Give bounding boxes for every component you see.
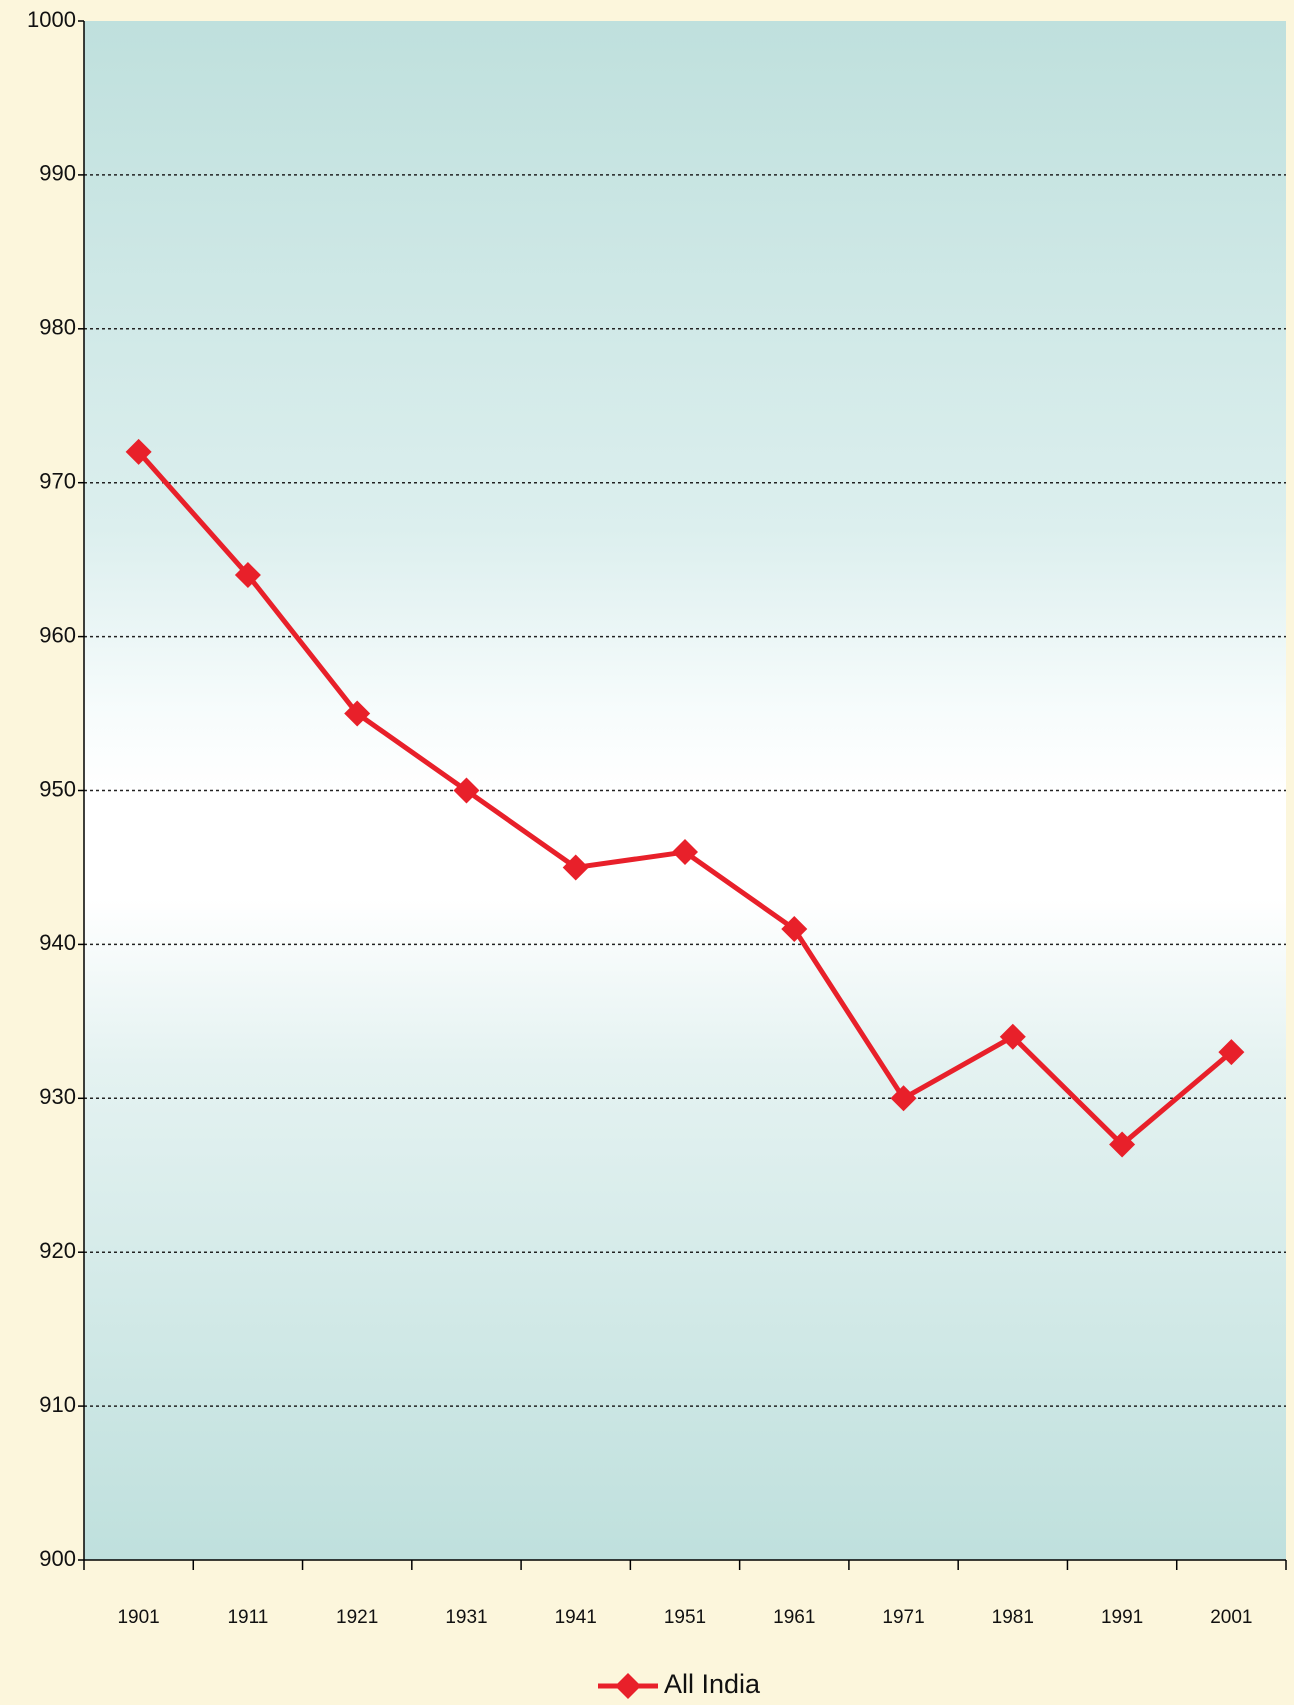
y-tick-label: 980 — [39, 315, 76, 340]
legend-marker — [615, 1673, 641, 1699]
marker — [672, 839, 698, 866]
marker — [999, 1023, 1026, 1050]
legend-label: All India — [664, 1669, 761, 1699]
marker — [890, 1085, 917, 1112]
y-tick-label: 990 — [39, 161, 76, 186]
y-tick-label: 920 — [39, 1238, 76, 1263]
x-tick-label: 1971 — [882, 1607, 924, 1628]
marker — [1109, 1131, 1136, 1158]
marker — [234, 562, 261, 589]
marker — [1218, 1039, 1245, 1066]
x-tick-label: 1911 — [227, 1607, 268, 1628]
x-tick-label: 1901 — [117, 1607, 159, 1628]
y-tick-label: 910 — [39, 1392, 76, 1417]
legend: All India — [598, 1669, 761, 1699]
marker — [344, 700, 371, 727]
marker — [453, 777, 480, 804]
x-tick-label: 1931 — [445, 1607, 487, 1628]
y-tick-label: 960 — [39, 622, 76, 647]
x-tick-label: 1921 — [336, 1607, 378, 1628]
y-tick-label: 900 — [39, 1546, 76, 1571]
marker — [781, 916, 808, 943]
x-tick-label: 2001 — [1210, 1607, 1252, 1628]
x-tick-label: 1961 — [773, 1607, 815, 1628]
x-tick-label: 1981 — [992, 1607, 1034, 1628]
y-tick-label: 950 — [39, 776, 76, 801]
marker — [125, 438, 152, 465]
y-tick-label: 1000 — [27, 7, 76, 32]
marker — [562, 854, 589, 881]
y-tick-label: 940 — [39, 930, 76, 955]
y-tick-label: 930 — [39, 1084, 76, 1109]
x-tick-label: 1991 — [1101, 1607, 1143, 1628]
y-tick-label: 970 — [39, 469, 76, 494]
x-tick-label: 1941 — [555, 1607, 597, 1628]
x-tick-label: 1951 — [664, 1607, 706, 1628]
